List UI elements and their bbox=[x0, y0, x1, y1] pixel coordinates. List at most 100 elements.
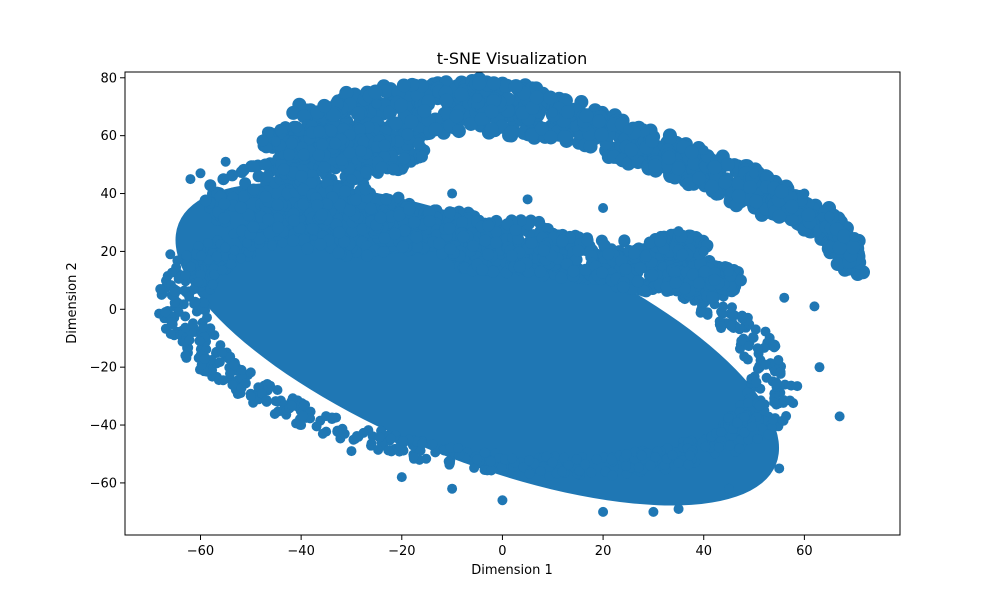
data-point bbox=[624, 142, 639, 157]
data-point bbox=[290, 121, 303, 134]
data-point bbox=[354, 123, 367, 136]
data-point bbox=[270, 136, 281, 147]
data-point bbox=[479, 447, 490, 458]
data-point bbox=[338, 235, 351, 248]
data-point bbox=[734, 343, 745, 354]
data-point bbox=[743, 341, 754, 352]
data-point bbox=[784, 199, 799, 214]
data-point bbox=[297, 148, 310, 161]
data-point bbox=[683, 459, 694, 470]
data-point bbox=[663, 130, 678, 145]
data-point bbox=[242, 208, 255, 221]
data-point bbox=[380, 193, 393, 206]
data-point bbox=[272, 385, 283, 396]
data-point bbox=[507, 453, 518, 464]
data-point bbox=[634, 262, 647, 275]
data-point bbox=[774, 463, 785, 474]
data-point bbox=[298, 410, 309, 421]
data-point bbox=[375, 161, 388, 174]
data-point bbox=[567, 265, 580, 278]
data-point bbox=[193, 240, 204, 251]
data-point bbox=[283, 148, 296, 161]
data-point bbox=[749, 194, 764, 209]
data-point bbox=[423, 206, 436, 219]
data-point bbox=[591, 454, 602, 465]
data-point bbox=[859, 266, 870, 277]
data-point bbox=[346, 174, 357, 185]
data-point bbox=[534, 265, 547, 278]
data-point bbox=[640, 249, 653, 262]
data-point bbox=[338, 185, 351, 198]
data-point bbox=[669, 276, 682, 289]
data-point bbox=[259, 158, 272, 171]
data-point bbox=[378, 84, 393, 99]
data-point bbox=[453, 442, 464, 453]
data-point bbox=[558, 452, 569, 463]
data-point bbox=[809, 301, 820, 312]
data-point bbox=[734, 443, 745, 454]
data-point bbox=[581, 234, 594, 247]
data-point bbox=[631, 275, 644, 288]
data-point bbox=[735, 435, 746, 446]
data-point bbox=[180, 350, 191, 361]
data-point bbox=[209, 269, 220, 280]
data-point bbox=[678, 282, 691, 295]
data-point bbox=[772, 209, 787, 224]
data-point bbox=[618, 235, 631, 248]
data-point bbox=[472, 93, 483, 104]
data-point bbox=[428, 122, 443, 137]
data-point bbox=[784, 395, 795, 406]
data-point bbox=[763, 429, 774, 440]
data-point bbox=[262, 213, 275, 226]
data-point bbox=[524, 468, 535, 479]
data-point bbox=[482, 248, 495, 261]
data-point bbox=[673, 503, 684, 514]
data-point bbox=[220, 242, 231, 253]
data-point bbox=[396, 472, 407, 483]
data-point bbox=[364, 202, 377, 215]
data-point bbox=[814, 362, 825, 373]
data-point bbox=[185, 261, 196, 272]
data-point bbox=[305, 177, 318, 190]
data-point bbox=[713, 442, 724, 453]
data-point bbox=[396, 240, 409, 253]
data-point bbox=[723, 266, 734, 277]
data-point bbox=[404, 114, 419, 129]
y-axis-label: Dimension 2 bbox=[65, 262, 80, 344]
data-point bbox=[277, 163, 290, 176]
data-point bbox=[271, 199, 284, 212]
data-point bbox=[736, 335, 747, 346]
data-point bbox=[444, 459, 455, 470]
data-point bbox=[547, 457, 558, 468]
data-point bbox=[463, 116, 478, 131]
data-point bbox=[522, 194, 533, 205]
data-point bbox=[619, 263, 632, 276]
data-point bbox=[312, 149, 325, 162]
data-point bbox=[445, 442, 456, 453]
data-point bbox=[443, 206, 456, 219]
data-point bbox=[623, 124, 634, 135]
data-point bbox=[256, 134, 269, 147]
data-point bbox=[717, 308, 728, 319]
data-point bbox=[596, 266, 609, 279]
data-point bbox=[217, 265, 228, 276]
data-point bbox=[374, 211, 387, 224]
data-point bbox=[484, 122, 499, 137]
data-point bbox=[535, 466, 546, 477]
data-point bbox=[636, 450, 647, 461]
data-point bbox=[534, 121, 549, 136]
data-point bbox=[259, 190, 272, 203]
data-point bbox=[572, 244, 585, 257]
data-point bbox=[311, 199, 324, 212]
data-point bbox=[392, 135, 405, 148]
data-point bbox=[556, 234, 569, 247]
data-point bbox=[227, 379, 238, 390]
data-point bbox=[648, 506, 659, 517]
data-point bbox=[571, 454, 582, 465]
data-point bbox=[487, 265, 500, 278]
cluster-region-main-cluster bbox=[175, 182, 780, 506]
data-point bbox=[447, 483, 458, 494]
data-point bbox=[720, 157, 735, 172]
data-point bbox=[671, 161, 686, 176]
